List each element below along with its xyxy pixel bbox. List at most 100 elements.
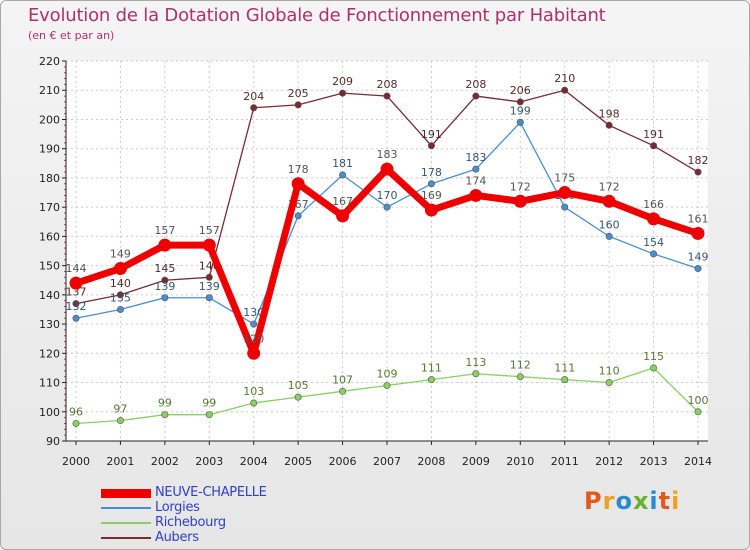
chart-title: Evolution de la Dotation Globale de Fonc… bbox=[28, 5, 606, 26]
data-point bbox=[202, 238, 216, 252]
data-point bbox=[691, 226, 705, 240]
data-label: 169 bbox=[421, 189, 442, 202]
data-label: 140 bbox=[110, 277, 131, 290]
chart-subtitle: (en € et par an) bbox=[28, 29, 115, 42]
data-point bbox=[694, 265, 702, 273]
data-label: 183 bbox=[465, 151, 486, 164]
y-tick-label: 110 bbox=[39, 377, 60, 390]
data-label: 149 bbox=[688, 251, 709, 264]
data-label: 166 bbox=[643, 198, 664, 211]
x-tick-label: 2008 bbox=[417, 455, 445, 468]
x-tick-label: 2003 bbox=[195, 455, 223, 468]
data-point bbox=[472, 370, 480, 378]
data-point bbox=[513, 194, 527, 208]
data-label: 183 bbox=[377, 148, 398, 161]
data-point bbox=[383, 381, 391, 389]
data-point bbox=[516, 98, 524, 106]
data-label: 132 bbox=[66, 300, 87, 313]
data-point bbox=[650, 364, 658, 372]
y-tick-label: 120 bbox=[39, 347, 60, 360]
data-point bbox=[561, 376, 569, 384]
data-label: 99 bbox=[158, 397, 172, 410]
data-label: 161 bbox=[688, 212, 709, 225]
logo-letter: P bbox=[584, 487, 603, 515]
x-tick-label: 2001 bbox=[106, 455, 134, 468]
data-point bbox=[469, 188, 483, 202]
data-label: 145 bbox=[154, 262, 175, 275]
data-label: 206 bbox=[510, 84, 531, 97]
data-point bbox=[113, 262, 127, 276]
data-label: 178 bbox=[421, 166, 442, 179]
x-tick-label: 2010 bbox=[506, 455, 534, 468]
data-label: 167 bbox=[332, 195, 353, 208]
data-label: 175 bbox=[554, 172, 575, 185]
y-tick-label: 140 bbox=[39, 289, 60, 302]
y-tick-label: 190 bbox=[39, 143, 60, 156]
data-point bbox=[72, 419, 80, 427]
data-point bbox=[561, 86, 569, 94]
y-tick-label: 180 bbox=[39, 172, 60, 185]
data-label: 144 bbox=[66, 262, 87, 275]
data-point bbox=[158, 238, 172, 252]
data-label: 172 bbox=[510, 180, 531, 193]
legend-label: Aubers bbox=[155, 530, 199, 545]
logo-letter: i bbox=[671, 487, 681, 515]
data-point bbox=[383, 92, 391, 100]
data-label: 99 bbox=[202, 397, 216, 410]
y-tick-label: 200 bbox=[39, 113, 60, 126]
data-label: 135 bbox=[110, 291, 131, 304]
data-point bbox=[72, 314, 80, 322]
data-label: 149 bbox=[110, 248, 131, 261]
data-label: 160 bbox=[599, 218, 620, 231]
y-tick-label: 90 bbox=[46, 435, 60, 448]
data-label: 174 bbox=[465, 174, 486, 187]
x-tick-label: 2005 bbox=[284, 455, 312, 468]
data-point bbox=[383, 203, 391, 211]
data-label: 97 bbox=[113, 403, 127, 416]
data-label: 115 bbox=[643, 350, 664, 363]
logo-letter: o bbox=[615, 487, 633, 515]
data-point bbox=[161, 276, 169, 284]
logo-letter: t bbox=[658, 487, 672, 515]
data-point bbox=[116, 291, 124, 299]
data-point bbox=[205, 411, 213, 419]
data-label: 157 bbox=[199, 224, 220, 237]
logo-letter: i bbox=[649, 487, 659, 515]
y-tick-label: 150 bbox=[39, 260, 60, 273]
x-tick-label: 2006 bbox=[329, 455, 357, 468]
data-point bbox=[647, 212, 661, 226]
data-label: 205 bbox=[288, 87, 309, 100]
data-label: 137 bbox=[66, 286, 87, 299]
data-point bbox=[161, 294, 169, 302]
data-point bbox=[72, 300, 80, 308]
data-label: 110 bbox=[599, 365, 620, 378]
data-point bbox=[205, 294, 213, 302]
data-point bbox=[602, 194, 616, 208]
data-point bbox=[336, 209, 350, 223]
data-point bbox=[247, 346, 261, 360]
data-point bbox=[427, 180, 435, 188]
data-label: 182 bbox=[688, 154, 709, 167]
data-point bbox=[339, 89, 347, 97]
data-label: 178 bbox=[288, 163, 309, 176]
data-label: 112 bbox=[510, 359, 531, 372]
data-point bbox=[472, 92, 480, 100]
data-point bbox=[694, 168, 702, 176]
data-label: 113 bbox=[465, 356, 486, 369]
data-label: 107 bbox=[332, 373, 353, 386]
x-tick-label: 2009 bbox=[462, 455, 490, 468]
y-tick-label: 100 bbox=[39, 406, 60, 419]
data-point bbox=[116, 417, 124, 425]
legend-swatch bbox=[101, 489, 151, 498]
x-tick-label: 2000 bbox=[62, 455, 90, 468]
data-point bbox=[250, 399, 258, 407]
data-point bbox=[291, 177, 305, 191]
x-tick-label: 2012 bbox=[595, 455, 623, 468]
data-point bbox=[516, 373, 524, 381]
data-label: 120 bbox=[243, 332, 264, 345]
data-label: 105 bbox=[288, 379, 309, 392]
data-point bbox=[427, 376, 435, 384]
data-label: 154 bbox=[643, 236, 664, 249]
